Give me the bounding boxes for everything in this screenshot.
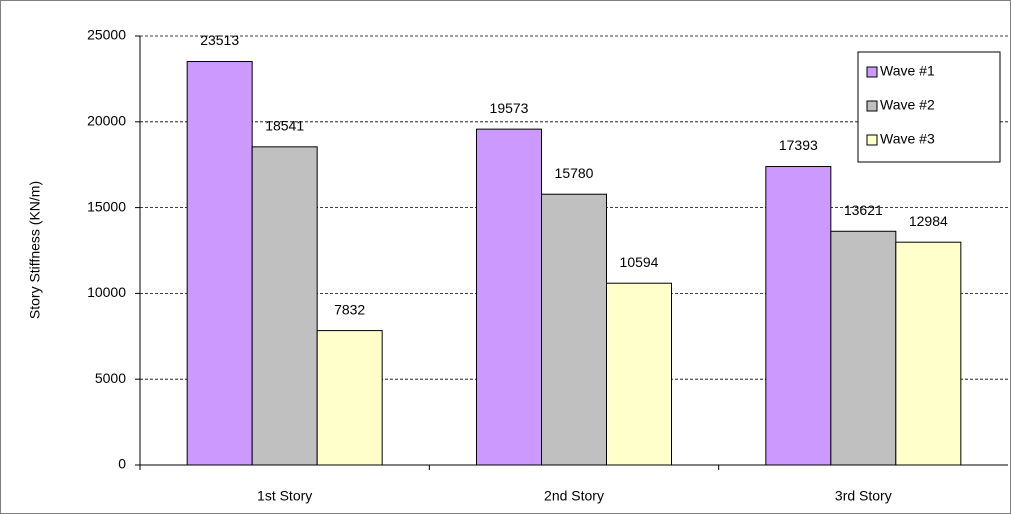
x-tick-label: 3rd Story <box>835 488 892 504</box>
bar <box>830 230 897 466</box>
y-tick-label: 10000 <box>87 284 126 300</box>
legend-swatch <box>866 100 878 112</box>
bar <box>251 146 318 466</box>
bar <box>541 193 607 466</box>
y-tick-label: 5000 <box>95 370 126 386</box>
bar <box>316 330 383 466</box>
data-label: 18541 <box>265 118 304 134</box>
bar <box>186 61 253 466</box>
data-label: 10594 <box>620 254 659 270</box>
y-tick-label: 25000 <box>87 27 126 43</box>
data-label: 12984 <box>909 213 948 229</box>
data-label: 23513 <box>200 32 239 48</box>
x-tick-label: 2nd Story <box>544 488 604 504</box>
data-label: 13621 <box>844 202 883 218</box>
legend-label: Wave #1 <box>880 63 935 79</box>
data-label: 19573 <box>490 100 529 116</box>
y-tick-label: 20000 <box>87 113 126 129</box>
data-label: 17393 <box>779 137 818 153</box>
legend-label: Wave #3 <box>880 131 935 147</box>
data-label: 7832 <box>334 301 365 317</box>
y-tick-label: 0 <box>118 456 126 472</box>
x-tick-label: 1st Story <box>257 488 312 504</box>
bar <box>765 166 832 466</box>
bar <box>895 241 962 466</box>
legend-swatch <box>866 134 878 146</box>
y-tick-label: 15000 <box>87 198 126 214</box>
legend-label: Wave #2 <box>880 97 935 113</box>
data-label: 15780 <box>555 165 594 181</box>
bar <box>476 128 542 466</box>
y-axis-label: Story Stiffness (KN/m) <box>27 181 43 319</box>
legend-box <box>857 51 1001 163</box>
legend-swatch <box>866 66 878 78</box>
bar <box>606 282 672 466</box>
